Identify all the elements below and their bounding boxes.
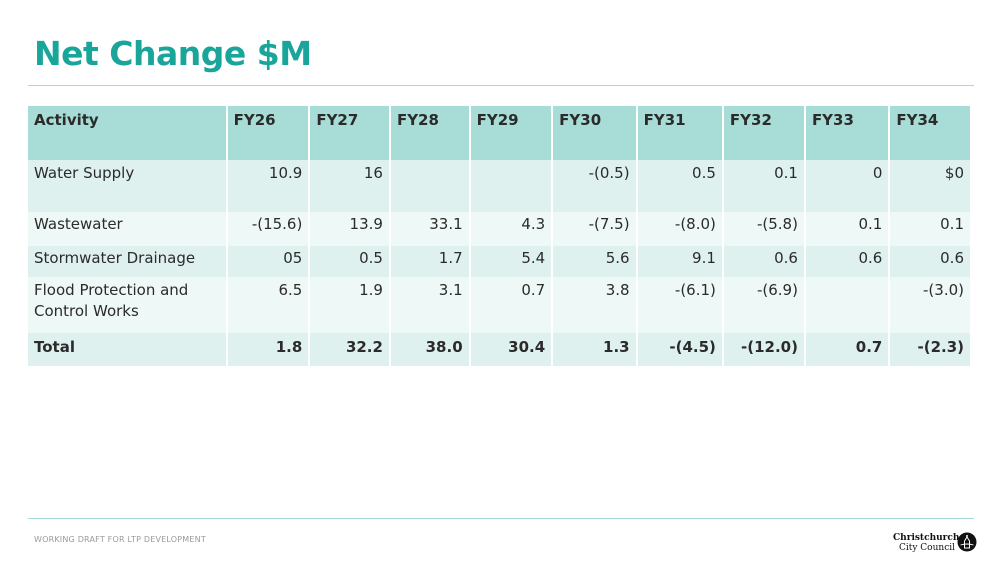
cell-value: 3.8 [553, 277, 636, 333]
table-header-row: Activity FY26 FY27 FY28 FY29 FY30 FY31 F… [28, 106, 970, 160]
header-fy28: FY28 [390, 106, 469, 160]
cell-value: 33.1 [390, 212, 469, 246]
cell-value: 30.4 [470, 333, 552, 366]
header-fy31: FY31 [637, 106, 722, 160]
cell-value: 6.5 [227, 277, 309, 333]
cell-value: 5.6 [553, 246, 636, 277]
cell-value: -(6.9) [723, 277, 804, 333]
cell-value: -(15.6) [227, 212, 309, 246]
cell-value: -(3.0) [890, 277, 970, 333]
header-fy26: FY26 [227, 106, 309, 160]
cell-value: 0.1 [723, 160, 804, 212]
cell-value [470, 160, 552, 212]
cell-value: 0.6 [805, 246, 889, 277]
footer-divider [28, 518, 974, 519]
cell-value: 0.5 [310, 246, 389, 277]
cell-value: 0.5 [637, 160, 722, 212]
cell-value: 1.8 [227, 333, 309, 366]
row-label: Flood Protection and Control Works [28, 277, 226, 333]
header-fy27: FY27 [310, 106, 389, 160]
table-row: Wastewater -(15.6) 13.9 33.1 4.3 -(7.5) … [28, 212, 970, 246]
cell-value: -(0.5) [553, 160, 636, 212]
table-row: Water Supply 10.9 16 -(0.5) 0.5 0.1 0 $0 [28, 160, 970, 212]
row-label: Wastewater [28, 212, 226, 246]
cell-value: -(6.1) [637, 277, 722, 333]
cell-value: 3.1 [390, 277, 469, 333]
cell-value: -(8.0) [637, 212, 722, 246]
cell-value: 05 [227, 246, 309, 277]
header-fy33: FY33 [805, 106, 889, 160]
header-fy29: FY29 [470, 106, 552, 160]
cell-value: 0.6 [723, 246, 804, 277]
cell-value: 4.3 [470, 212, 552, 246]
cell-value [805, 277, 889, 333]
cell-value [390, 160, 469, 212]
footer-text: WORKING DRAFT FOR LTP DEVELOPMENT [34, 535, 206, 544]
header-activity: Activity [28, 106, 226, 160]
cell-value: 5.4 [470, 246, 552, 277]
cell-value: -(12.0) [723, 333, 804, 366]
cell-value: $0 [890, 160, 970, 212]
page-title: Net Change $M [34, 34, 312, 73]
logo-line-2: City Council [898, 543, 955, 553]
council-logo: Christchurch City Council [893, 532, 977, 556]
header-fy34: FY34 [890, 106, 970, 160]
cell-value: 0.6 [890, 246, 970, 277]
row-label: Stormwater Drainage [28, 246, 226, 277]
net-change-table: Activity FY26 FY27 FY28 FY29 FY30 FY31 F… [26, 106, 972, 366]
cell-value: -(4.5) [637, 333, 722, 366]
cell-value: 38.0 [390, 333, 469, 366]
row-label: Water Supply [28, 160, 226, 212]
title-divider [28, 85, 974, 86]
cell-value: 0.7 [470, 277, 552, 333]
row-label: Total [28, 333, 226, 366]
cell-value: -(5.8) [723, 212, 804, 246]
cell-value: 16 [310, 160, 389, 212]
table-row: Flood Protection and Control Works 6.5 1… [28, 277, 970, 333]
header-fy32: FY32 [723, 106, 804, 160]
table-total-row: Total 1.8 32.2 38.0 30.4 1.3 -(4.5) -(12… [28, 333, 970, 366]
cell-value: 13.9 [310, 212, 389, 246]
cell-value: 10.9 [227, 160, 309, 212]
cell-value: 9.1 [637, 246, 722, 277]
table-row: Stormwater Drainage 05 0.5 1.7 5.4 5.6 9… [28, 246, 970, 277]
cell-value: 32.2 [310, 333, 389, 366]
header-fy30: FY30 [553, 106, 636, 160]
cell-value: -(2.3) [890, 333, 970, 366]
logo-wordmark: Christchurch City Council [893, 533, 960, 553]
cell-value: -(7.5) [553, 212, 636, 246]
cell-value: 0.7 [805, 333, 889, 366]
cell-value: 1.9 [310, 277, 389, 333]
cell-value: 0.1 [890, 212, 970, 246]
cell-value: 1.3 [553, 333, 636, 366]
cell-value: 0.1 [805, 212, 889, 246]
logo-line-1: Christchurch [893, 533, 960, 543]
cathedral-logo-icon [957, 532, 977, 552]
cell-value: 1.7 [390, 246, 469, 277]
cell-value: 0 [805, 160, 889, 212]
